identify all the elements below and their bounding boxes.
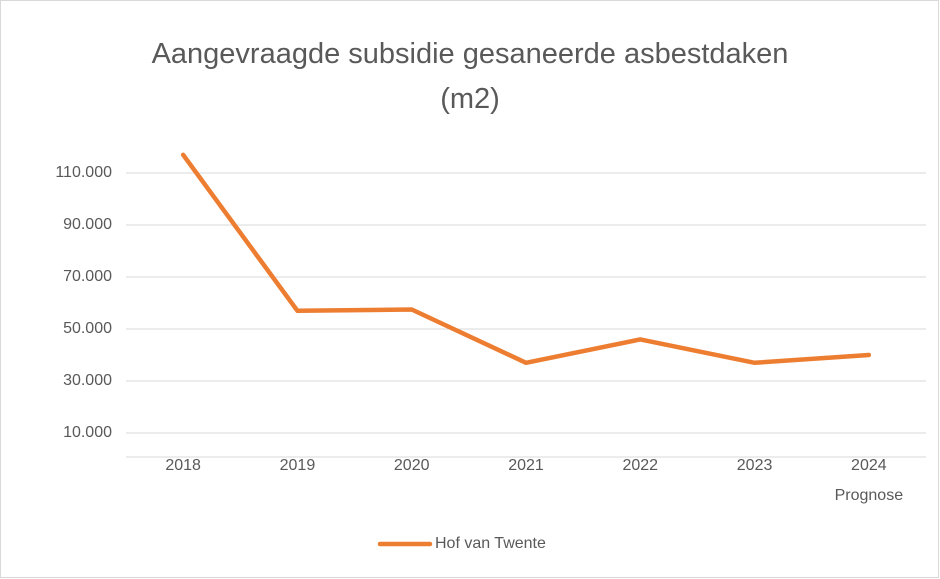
y-tick-label: 90.000: [63, 216, 112, 233]
y-tick-label: 10.000: [63, 424, 112, 441]
chart-title: Aangevraagde subsidie gesaneerde asbestd…: [152, 38, 789, 115]
x-tick-label: 2019: [280, 457, 316, 474]
y-tick-label: 50.000: [63, 320, 112, 337]
x-tick-label: 2021: [508, 457, 544, 474]
y-tick-label: 110.000: [55, 164, 112, 181]
x-tick-label: 2018: [165, 457, 201, 474]
y-tick-label: 70.000: [63, 268, 112, 285]
y-tick-label: 30.000: [63, 372, 112, 389]
x-tick-label: 2024 Prognose: [835, 457, 904, 504]
legend-label: Hof van Twente: [435, 535, 546, 552]
x-tick-label: 2023: [737, 457, 773, 474]
series-line: [180, 152, 872, 366]
x-tick-label: 2020: [394, 457, 430, 474]
x-tick-label: 2022: [622, 457, 658, 474]
